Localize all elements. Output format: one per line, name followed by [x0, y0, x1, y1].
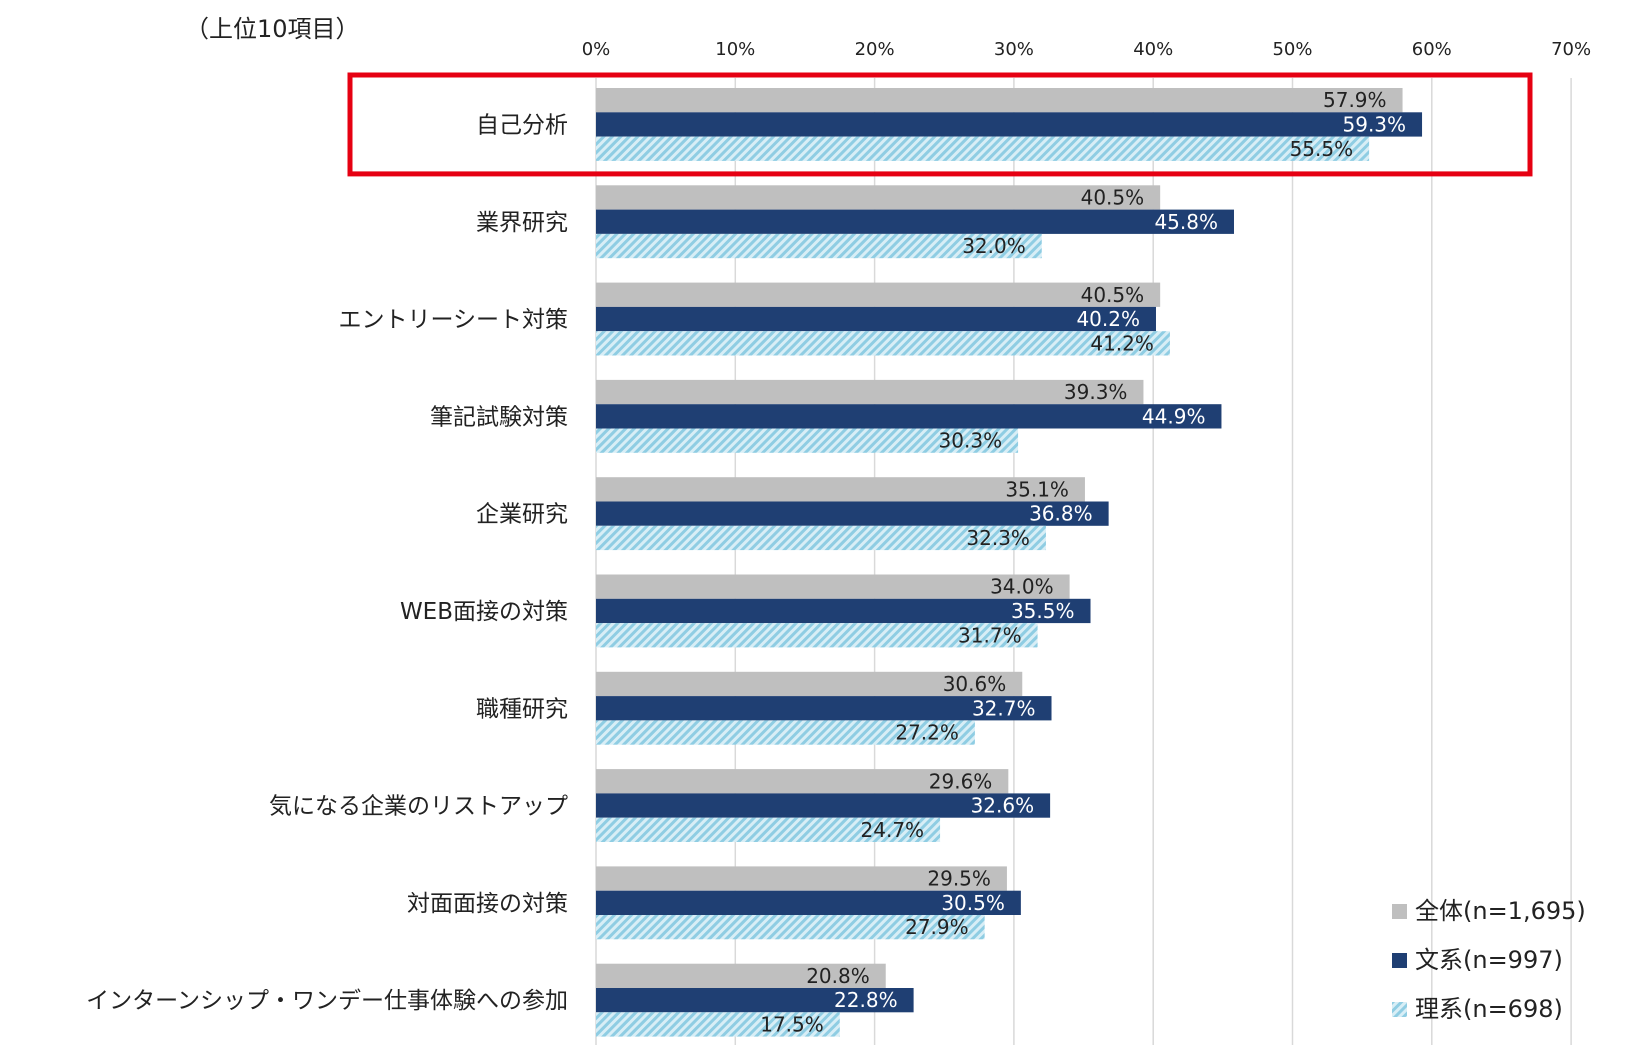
bar: [596, 769, 1009, 794]
data-label: 32.0%: [962, 234, 1026, 258]
highlight-box: [347, 72, 1533, 177]
bar: [596, 890, 1021, 915]
category-label: 気になる企業のリストアップ: [269, 794, 568, 820]
data-label: 32.3%: [966, 526, 1030, 550]
bar: [596, 501, 1109, 526]
data-label: 40.5%: [1081, 283, 1145, 307]
data-label: 40.5%: [1081, 185, 1145, 209]
bar: [596, 598, 1091, 624]
data-label: 35.1%: [1005, 477, 1069, 501]
bar: [596, 379, 1144, 405]
data-label: 45.8%: [1154, 210, 1218, 234]
bar: [596, 136, 1370, 161]
data-label: 55.5%: [1290, 137, 1354, 161]
x-tick-label: 60%: [1412, 39, 1452, 60]
legend: 全体(n=1,695) 文系(n=997) 理系(n=698): [1392, 897, 1586, 1023]
bar: [596, 866, 1007, 891]
category-label: インターンシップ・ワンデー仕事体験への参加: [86, 988, 568, 1014]
data-label: 30.3%: [939, 429, 1003, 453]
legend-label: 全体(n=1,695): [1415, 897, 1586, 925]
legend-swatch: [1392, 1002, 1407, 1017]
data-label: 35.5%: [1011, 599, 1075, 623]
bar: [596, 112, 1423, 137]
category-label: エントリーシート対策: [338, 307, 568, 333]
bar: [596, 915, 985, 940]
x-tick-label: 30%: [994, 39, 1034, 60]
category-label: 職種研究: [476, 696, 568, 722]
legend-label: 文系(n=997): [1415, 946, 1563, 974]
bar: [596, 671, 1023, 697]
bar: [596, 623, 1038, 648]
data-label: 30.5%: [941, 891, 1005, 915]
legend-swatch: [1392, 953, 1407, 968]
bar: [596, 525, 1046, 551]
bar: [596, 817, 941, 842]
x-axis-ticks: 0% 10% 20% 30% 40% 50% 60% 70%: [582, 39, 1591, 60]
x-tick-label: 10%: [715, 39, 755, 60]
x-tick-label: 50%: [1272, 39, 1312, 60]
data-label: 27.2%: [895, 721, 959, 745]
data-label: 31.7%: [958, 623, 1022, 647]
data-label: 24.7%: [861, 818, 925, 842]
bar: [596, 477, 1085, 502]
legend-label: 理系(n=698): [1415, 995, 1563, 1023]
bar: [596, 720, 975, 745]
x-tick-label: 70%: [1551, 39, 1591, 60]
data-label: 59.3%: [1343, 112, 1407, 136]
bar: [596, 574, 1070, 599]
category-label: 筆記試験対策: [430, 404, 568, 430]
data-label: 22.8%: [834, 988, 898, 1012]
data-label: 40.2%: [1076, 307, 1140, 331]
chart-subtitle: （上位10項目）: [185, 15, 360, 43]
data-label: 32.6%: [971, 794, 1035, 818]
bar: [596, 988, 914, 1013]
bar: [596, 696, 1052, 721]
highlight: [347, 72, 1533, 177]
data-label: 29.5%: [927, 867, 991, 891]
data-label: 32.7%: [972, 696, 1036, 720]
x-tick-label: 40%: [1133, 39, 1173, 60]
data-label: 17.5%: [760, 1012, 824, 1036]
legend-swatch: [1392, 904, 1407, 919]
category-label: WEB面接の対策: [400, 599, 568, 625]
bar: [596, 963, 886, 988]
bar: [596, 1012, 840, 1037]
bar: [596, 306, 1156, 332]
category-label: 企業研究: [476, 502, 568, 528]
bar: [596, 233, 1042, 259]
bar: [596, 404, 1222, 429]
bar: [596, 793, 1051, 818]
category-label: 業界研究: [476, 210, 568, 236]
x-tick-label: 0%: [582, 39, 611, 60]
bar: [596, 88, 1403, 113]
data-label: 27.9%: [905, 915, 969, 939]
data-label: 41.2%: [1090, 331, 1154, 355]
bar: [596, 185, 1161, 210]
data-label: 44.9%: [1142, 404, 1206, 428]
category-label: 対面面接の対策: [407, 891, 568, 917]
data-label: 57.9%: [1323, 88, 1387, 112]
category-label: 自己分析: [476, 112, 568, 138]
data-label: 34.0%: [990, 575, 1054, 599]
bar: [596, 282, 1161, 307]
data-label: 36.8%: [1029, 502, 1093, 526]
data-label: 20.8%: [806, 964, 870, 988]
bar: [596, 331, 1170, 356]
data-label: 29.6%: [929, 769, 993, 793]
data-label: 30.6%: [943, 672, 1007, 696]
bar: [596, 209, 1234, 234]
bar: [596, 428, 1019, 453]
bars: 57.9%59.3%55.5%40.5%45.8%32.0%40.5%40.2%…: [596, 88, 1423, 1037]
data-label: 39.3%: [1064, 380, 1128, 404]
x-tick-label: 20%: [855, 39, 895, 60]
